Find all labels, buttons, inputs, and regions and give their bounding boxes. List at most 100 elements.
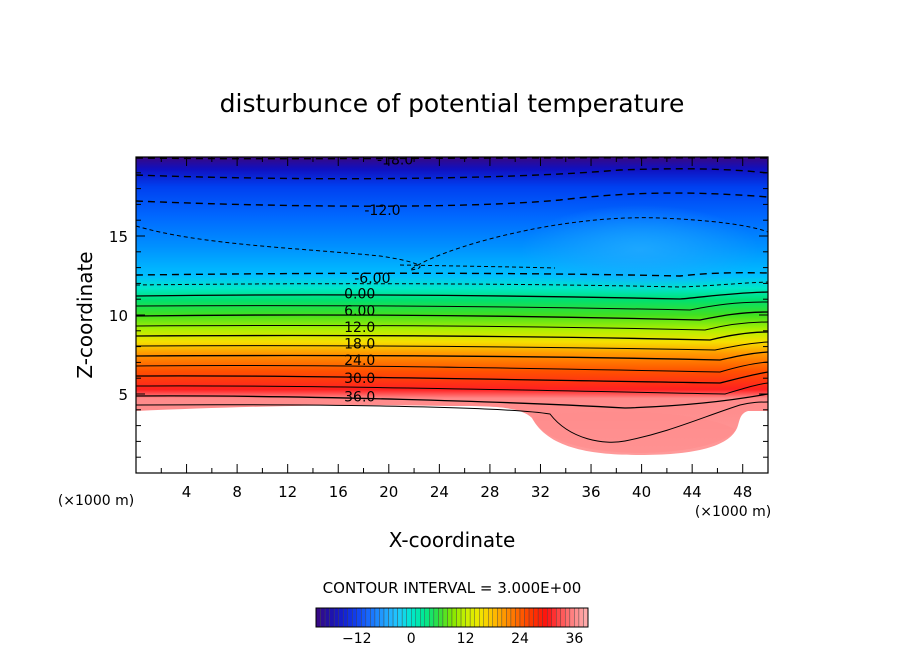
colorbar-tick-label: 0 (407, 631, 416, 647)
colorbar-cell (542, 607, 548, 628)
contour-line (136, 351, 768, 361)
colorbar-cell (352, 607, 357, 628)
contour-line (136, 401, 768, 443)
x-tick-label: 4 (182, 483, 192, 501)
colorbar-tick-label: 24 (511, 631, 529, 647)
z-tick-label: 5 (118, 386, 128, 404)
colorbar-cell (329, 607, 335, 628)
colorbar-cell (374, 607, 380, 628)
contour-line (136, 341, 768, 351)
colorbar-cell (415, 607, 421, 628)
colorbar-cell (411, 607, 416, 628)
contour-lines (136, 157, 768, 443)
colorbar-cell (456, 607, 462, 628)
colorbar-cell (497, 607, 503, 628)
colorbar-cell (469, 607, 475, 628)
colorbar-cell (583, 607, 589, 628)
colorbar-cell (479, 607, 484, 628)
contour-label: -6.00 (354, 271, 390, 287)
colorbar-cell (333, 607, 339, 628)
contour-line (399, 264, 556, 269)
colorbar-cell (424, 607, 430, 628)
contour-label: 0.00 (344, 287, 375, 303)
colorbar-cell (315, 607, 321, 628)
colorbar-frame (315, 607, 589, 628)
contour-line (136, 281, 768, 288)
colorbar-tick-label: 12 (457, 631, 475, 647)
colorbar-cell (392, 607, 398, 628)
colorbar-cell (528, 607, 534, 628)
z-tick-label: 15 (109, 228, 128, 246)
colorbar-cell (438, 607, 444, 628)
colorbar-cell (560, 607, 566, 628)
contour-label: 36.0 (344, 389, 375, 405)
upper-warm-anomaly (520, 205, 760, 295)
colorbar-cell (578, 607, 584, 628)
colorbar-cell (515, 607, 521, 628)
colorbar-cell (574, 607, 580, 628)
colorbar-cell (388, 607, 394, 628)
contour-line (136, 301, 768, 311)
colorbar-cell (488, 607, 493, 628)
colorbar-cell (397, 607, 403, 628)
x-tick-label: 40 (632, 483, 651, 501)
colorbar-cell (320, 607, 326, 628)
colorbar-cell (447, 607, 453, 628)
colorbar-cell (324, 607, 330, 628)
contour-label: -18.0 (377, 152, 413, 168)
contour-line (136, 157, 768, 160)
contour-label: 6.00 (344, 303, 375, 319)
colorbar-cell (356, 607, 362, 628)
colorbar-cell (370, 607, 376, 628)
x-tick-label: 24 (430, 483, 449, 501)
colorbar-cell (433, 607, 439, 628)
colorbar-cell (383, 607, 389, 628)
contour-line (136, 291, 768, 300)
colorbar-cell (420, 607, 425, 628)
contour-line (136, 321, 768, 331)
colorbar-cell (506, 607, 512, 628)
lower-warm-cell (532, 412, 736, 453)
colorbar-cell (365, 607, 371, 628)
colorbar-cell (565, 607, 571, 628)
contour-line (136, 361, 768, 373)
colorbar-cell (547, 607, 552, 628)
colorbar-cell (429, 607, 435, 628)
x-left-unit-label: (×1000 m) (58, 493, 134, 509)
colorbar-cell (524, 607, 530, 628)
z-axis-label: Z-coordinate (73, 251, 97, 378)
colorbar-cell (361, 607, 367, 628)
colorbar-cell (465, 607, 471, 628)
colorbar-cell (556, 607, 561, 628)
colorbar-cell (519, 607, 525, 628)
colorbar: −12 0 12 24 36 (315, 607, 589, 647)
colorbar-cell (406, 607, 412, 628)
z-axis-ticks: 5 10 15 (109, 172, 768, 458)
contour-interval-text: CONTOUR INTERVAL = 3.000E+00 (323, 579, 582, 597)
colorbar-cell (451, 607, 457, 628)
contour-label: -12.0 (364, 203, 400, 219)
x-tick-label: 48 (733, 483, 752, 501)
x-tick-label: 16 (329, 483, 348, 501)
x-axis-label: X-coordinate (389, 528, 516, 552)
colorbar-tick-label: −12 (342, 631, 372, 647)
colorbar-cell (474, 607, 480, 628)
colorbar-cell (501, 607, 507, 628)
colorbar-cell (343, 607, 348, 628)
colorbar-cell (401, 607, 407, 628)
contour-line (136, 382, 768, 395)
contour-line (136, 192, 768, 207)
contour-label: 30.0 (344, 371, 375, 387)
colorbar-cell (533, 607, 539, 628)
x-tick-label: 36 (581, 483, 600, 501)
contour-line (136, 371, 768, 384)
x-tick-label: 20 (379, 483, 398, 501)
colorbar-cell (379, 607, 385, 628)
colorbar-cell (569, 607, 575, 628)
contour-line (136, 272, 768, 277)
colorbar-cell (347, 607, 353, 628)
x-tick-label: 12 (278, 483, 297, 501)
